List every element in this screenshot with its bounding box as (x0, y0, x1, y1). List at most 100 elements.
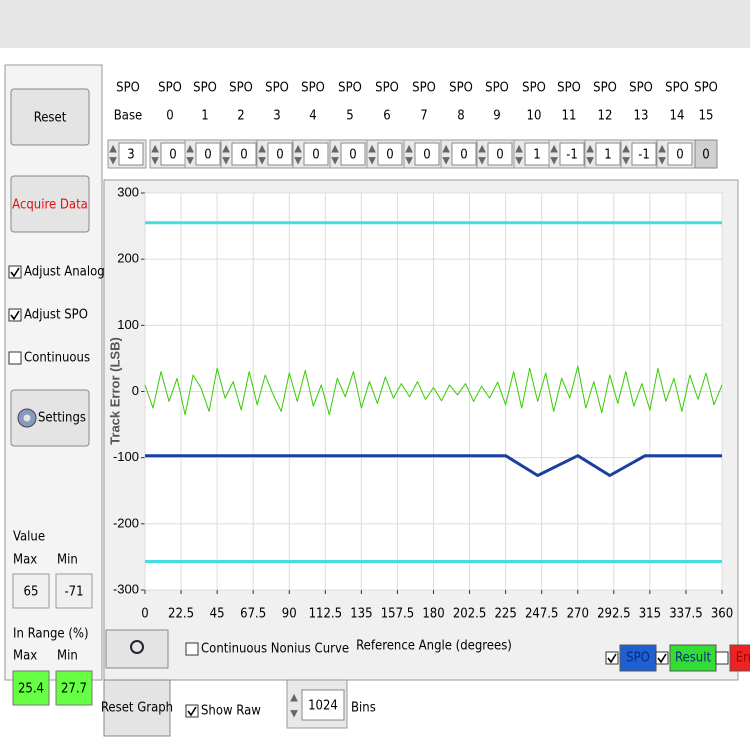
check-mark (607, 653, 617, 664)
settings-label: Settings (38, 411, 86, 426)
spo-spinner[interactable]: ▲▼ 0 (656, 139, 696, 169)
reset-button[interactable]: Reset (10, 88, 90, 146)
x-tick-label: 292.5 (597, 607, 630, 622)
series-line (144, 365, 723, 416)
option-checkbox-label: Adjust Analog (24, 265, 105, 280)
spo-spinner[interactable]: 0 (694, 139, 718, 169)
spin-up: ▲ (107, 140, 120, 155)
spo-value: 0 (702, 148, 709, 163)
x-tick-label: 315 (639, 607, 661, 622)
bins-label: Bins (351, 701, 376, 716)
legend-swatch (669, 644, 717, 672)
spo-header-top: SPO (375, 81, 399, 96)
legend-swatch (729, 644, 750, 672)
in-range-min-box (55, 670, 93, 706)
option-checkbox[interactable]: Continuous (8, 351, 90, 366)
spin-down: ▼ (440, 152, 453, 167)
nonius-checkbox[interactable]: Continuous Nonius Curve (185, 642, 349, 657)
spin-up: ▲ (256, 140, 269, 155)
legend-item[interactable]: Result (655, 644, 717, 672)
spo-spinner[interactable]: ▲▼ 0 (220, 139, 260, 169)
spo-header-top: SPO (193, 81, 217, 96)
bins-spinner[interactable]: ▲ ▼ 1024 (286, 679, 348, 729)
option-checkbox-label: Adjust SPO (24, 308, 88, 323)
spo-spinner[interactable]: ▲▼ 3 (107, 139, 147, 169)
x-axis-label: Reference Angle (degrees) (356, 639, 512, 654)
spin-up: ▲ (366, 140, 379, 155)
spo-header-top: SPO (522, 81, 546, 96)
x-tick-label: 225 (494, 607, 516, 622)
spin-down: ▼ (107, 152, 120, 167)
spo-spinner[interactable]: ▲▼ 0 (184, 139, 224, 169)
x-tick-label: 0 (141, 607, 148, 622)
x-tick-label: 180 (422, 607, 444, 622)
spin-up: ▲ (584, 140, 597, 155)
spo-value: 0 (423, 148, 430, 163)
settings-button[interactable]: Settings (10, 389, 90, 447)
spo-spinner[interactable]: ▲▼ -1 (548, 139, 588, 169)
spo-header-bottom: 15 (699, 109, 714, 124)
spin-field (414, 142, 440, 166)
option-checkbox[interactable]: Adjust SPO (8, 308, 88, 323)
spo-spinner[interactable]: ▲▼ 1 (584, 139, 624, 169)
spo-header-top: SPO (229, 81, 253, 96)
spin-down: ▼ (584, 152, 597, 167)
spo-value: 1 (533, 148, 540, 163)
zoom-tool[interactable] (105, 629, 169, 669)
check-mark (187, 706, 197, 717)
spin-field (195, 142, 221, 166)
spin-down: ▼ (292, 152, 305, 167)
spin-down: ▼ (476, 152, 489, 167)
spo-value: 0 (676, 148, 683, 163)
spin-down: ▼ (149, 152, 162, 167)
bins-value: 1024 (308, 699, 338, 714)
y-tick-label: -200 (113, 515, 139, 530)
spo-header-top: SPO (265, 81, 289, 96)
spin-field (303, 142, 329, 166)
spo-header-bottom: 9 (493, 109, 500, 124)
legend-item[interactable]: Error (715, 644, 750, 672)
spo-spinner[interactable]: ▲▼ -1 (620, 139, 660, 169)
spin-down: ▼ (656, 152, 669, 167)
show-raw-checkbox-label: Show Raw (201, 704, 261, 719)
spo-spinner[interactable]: ▲▼ 0 (149, 139, 189, 169)
spo-spinner[interactable]: ▲▼ 0 (403, 139, 443, 169)
spin-up: ▲ (656, 140, 669, 155)
spin-down: ▼ (329, 152, 342, 167)
spo-spinner[interactable]: ▲▼ 0 (292, 139, 332, 169)
spin-down: ▼ (513, 152, 526, 167)
spin-down: ▼ (620, 152, 633, 167)
spo-spinner[interactable]: ▲▼ 0 (366, 139, 406, 169)
spo-spinner[interactable]: ▲▼ 1 (513, 139, 553, 169)
spo-spinner[interactable]: ▲▼ 0 (329, 139, 369, 169)
spo-value: 0 (240, 148, 247, 163)
check-mark (657, 653, 667, 664)
spin-field (451, 142, 477, 166)
option-checkbox[interactable]: Adjust Analog (8, 265, 105, 280)
spin-up: ▲ (220, 140, 233, 155)
spin-down: ▼ (366, 152, 379, 167)
checkbox (605, 651, 619, 665)
spo-spinner[interactable]: ▲▼ 0 (476, 139, 516, 169)
x-tick-label: 360 (711, 607, 733, 622)
in-range-max-label: Max (13, 649, 37, 664)
spin-down: ▼ (184, 152, 197, 167)
legend-item[interactable]: SPO (605, 644, 657, 672)
spo-header-bottom: 10 (527, 109, 542, 124)
spo-spinner[interactable]: ▲▼ 0 (256, 139, 296, 169)
spo-header-bottom: 0 (166, 109, 173, 124)
x-tick-label: 337.5 (669, 607, 702, 622)
spo-value: 0 (460, 148, 467, 163)
acquire-button[interactable]: Acquire Data (10, 175, 90, 233)
spo-header-bottom: 8 (457, 109, 464, 124)
spin-up: ▲ (184, 140, 197, 155)
spo-spinner[interactable]: ▲▼ 0 (440, 139, 480, 169)
spo-value: 0 (276, 148, 283, 163)
x-tick-label: 202.5 (453, 607, 486, 622)
reset-graph-button[interactable]: Reset Graph (101, 679, 173, 737)
show-raw-checkbox[interactable]: Show Raw (185, 704, 261, 719)
reset-label: Reset (34, 111, 67, 126)
spin-down: ▼ (220, 152, 233, 167)
spo-header-top: SPO (116, 81, 140, 96)
value-min-box (55, 573, 93, 609)
